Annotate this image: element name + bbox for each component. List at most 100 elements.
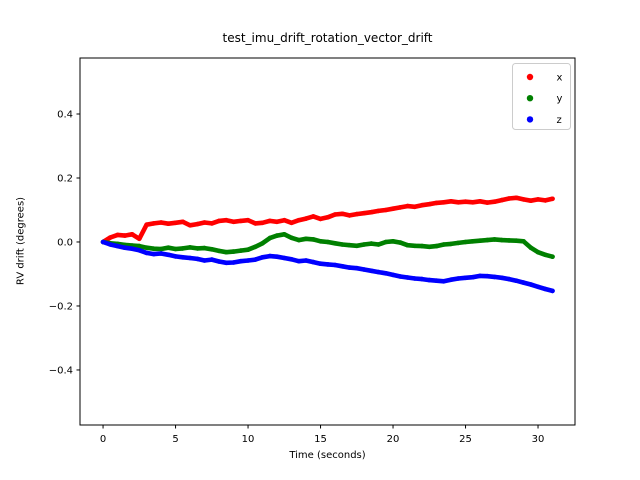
series-y-point	[166, 245, 171, 250]
series-z-point	[506, 276, 512, 282]
series-y-point	[506, 238, 512, 243]
axes-spines	[79, 57, 576, 426]
series-z-point	[187, 255, 193, 261]
series-x-point	[412, 204, 418, 210]
series-x-point	[202, 220, 207, 225]
x-tick-label: 25	[459, 434, 472, 445]
series-z-point	[528, 282, 534, 287]
series-z-point	[543, 286, 548, 292]
series-x-point	[506, 196, 512, 201]
series-x-point	[158, 220, 164, 225]
series-y-point	[354, 243, 360, 249]
series-x-point	[238, 218, 244, 224]
series-x-point	[311, 214, 316, 219]
y-tick-label: 0.2	[57, 173, 73, 184]
series-z-point	[209, 257, 215, 262]
series-z-point	[224, 260, 229, 266]
series-y-point	[543, 252, 548, 258]
series-y-point	[151, 246, 157, 251]
chart-title: test_imu_drift_rotation_vector_drift	[222, 31, 433, 45]
series-x-point	[180, 219, 186, 225]
y-tick-label: −0.4	[49, 365, 73, 376]
series-z-point	[521, 280, 526, 285]
series-z-point	[325, 262, 331, 267]
series-y-point	[441, 242, 447, 247]
series-y-point	[499, 237, 505, 243]
series-z-point	[485, 273, 490, 279]
series-z-point	[550, 288, 555, 294]
series-y-point	[224, 249, 229, 255]
series-y-point	[434, 243, 439, 249]
series-z-point	[456, 276, 461, 281]
series-y-point	[427, 244, 432, 250]
legend-label-z: z	[557, 115, 562, 126]
series-x-point	[195, 221, 200, 227]
x-tick-label: 15	[314, 434, 327, 445]
series-z-point	[354, 265, 360, 271]
series-x-point	[231, 219, 236, 225]
series-z-point	[144, 250, 149, 256]
series-y-point	[528, 245, 534, 250]
series-y-point	[238, 248, 244, 253]
series-z-point	[434, 278, 439, 284]
series-y-point	[260, 241, 265, 246]
series-x-point	[332, 212, 338, 217]
legend-marker-x	[526, 73, 534, 81]
series-y-point	[137, 243, 142, 249]
legend-label-x: x	[557, 73, 563, 84]
series-x-line	[100, 195, 555, 245]
series-z-point	[158, 251, 164, 256]
series-x-point	[108, 235, 113, 240]
series-z-point	[115, 243, 120, 249]
x-tick-label: 20	[387, 434, 400, 445]
series-z-point	[260, 254, 265, 260]
series-x-point	[369, 209, 374, 215]
series-x-point	[144, 222, 149, 227]
series-y-point	[202, 245, 207, 251]
series-y-point	[253, 244, 258, 250]
series-z-point	[347, 265, 352, 270]
series-y-point	[173, 246, 178, 252]
series-y-point	[361, 242, 367, 247]
series-x-point	[129, 232, 135, 237]
series-x-point	[463, 199, 468, 204]
series-z-point	[499, 275, 505, 281]
series-x-point	[376, 208, 381, 214]
series-x-point	[521, 197, 526, 202]
series-x-point	[216, 218, 222, 224]
series-y-point	[144, 245, 149, 250]
series-y-point	[347, 242, 352, 248]
series-z-point	[405, 275, 410, 280]
series-x-point	[492, 199, 497, 204]
series-x-point	[289, 220, 294, 226]
series-z-point	[151, 251, 157, 257]
series-y-point	[412, 243, 418, 249]
series-z-point	[448, 277, 454, 283]
series-z-point	[100, 239, 106, 245]
series-z-point	[383, 271, 389, 276]
series-x-point	[499, 197, 505, 203]
legend-box	[512, 63, 571, 130]
series-x-point	[260, 220, 265, 226]
series-z-point	[318, 261, 323, 267]
x-axis-label: Time (seconds)	[289, 450, 366, 461]
series-y-point	[485, 237, 490, 243]
series-z-point	[477, 273, 483, 279]
series-z-point	[108, 242, 113, 247]
series-y-point	[318, 239, 323, 244]
series-z-point	[514, 278, 519, 284]
series-x-point	[282, 217, 287, 223]
series-y-point	[405, 242, 410, 248]
series-z-point	[166, 252, 171, 258]
series-z-point	[245, 258, 251, 263]
series-z-point	[137, 248, 142, 253]
x-tick-label: 30	[532, 434, 545, 445]
y-tick-label: 0.4	[57, 109, 73, 120]
series-z-point	[303, 258, 309, 263]
series-z-point	[412, 276, 418, 281]
series-z-point	[311, 259, 316, 265]
series-y-point	[209, 247, 215, 252]
series-x-point	[405, 203, 410, 209]
series-y-point	[470, 239, 476, 244]
